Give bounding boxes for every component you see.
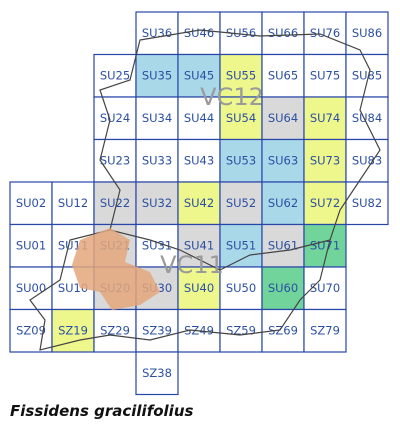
- grid-cell: [261, 11, 305, 56]
- cell-label: SZ69: [268, 323, 298, 337]
- cell-label: SU84: [352, 111, 382, 125]
- grid-cell: [261, 53, 305, 98]
- urban-area: [72, 228, 160, 310]
- cell-label: SU32: [142, 196, 172, 210]
- cell-label: SU34: [142, 111, 172, 125]
- grid-cell: [135, 351, 179, 396]
- cell-label: SU70: [310, 281, 340, 295]
- cell-label: SU85: [352, 68, 382, 82]
- grid-cell: [93, 308, 137, 353]
- cell-label: SZ38: [142, 366, 172, 380]
- cell-label: SU53: [226, 153, 256, 167]
- cell-label: SU12: [58, 196, 88, 210]
- grid-cell: [9, 181, 53, 226]
- grid-cell: [303, 96, 347, 141]
- grid-cell: [177, 96, 221, 141]
- vc-boundary: [109, 229, 331, 271]
- grid-cell: [51, 181, 95, 226]
- cell-label: SU64: [268, 111, 298, 125]
- species-title: Fissidens gracilifolius: [10, 402, 194, 420]
- cell-label: SU40: [184, 281, 214, 295]
- grid-cell: [261, 138, 305, 183]
- cell-label: SU60: [268, 281, 298, 295]
- cell-label: SZ29: [100, 323, 130, 337]
- cell-label: SU82: [352, 196, 382, 210]
- cell-label: SU51: [226, 238, 256, 252]
- cell-label: SU72: [310, 196, 340, 210]
- cell-label: SU01: [16, 238, 46, 252]
- cell-label: SU46: [184, 26, 214, 40]
- cell-label: SZ19: [58, 323, 88, 337]
- cell-label: SU76: [310, 26, 340, 40]
- cell-label: SU71: [310, 238, 340, 252]
- grid-cell: [9, 308, 53, 353]
- cell-label: SU24: [100, 111, 130, 125]
- cell-label: SU65: [268, 68, 298, 82]
- grid-cell: [303, 138, 347, 183]
- grid-cell: [9, 266, 53, 311]
- cell-label: SU00: [16, 281, 46, 295]
- cell-label: SU62: [268, 196, 298, 210]
- grid-cell: [303, 53, 347, 98]
- cell-label: SU74: [310, 111, 340, 125]
- cell-label: SU56: [226, 26, 256, 40]
- cell-label: SU41: [184, 238, 214, 252]
- grid-cell: [345, 138, 389, 183]
- cell-label: SU75: [310, 68, 340, 82]
- cell-label: SU23: [100, 153, 130, 167]
- grid-cell: [135, 11, 179, 56]
- grid-cell: [261, 96, 305, 141]
- grid-cell: [177, 266, 221, 311]
- cell-label: SU02: [16, 196, 46, 210]
- cell-label: SU25: [100, 68, 130, 82]
- cell-label: SU63: [268, 153, 298, 167]
- grid-cell: [93, 181, 137, 226]
- grid-cell: [219, 308, 263, 353]
- grid-cell: [135, 308, 179, 353]
- cell-label: SU50: [226, 281, 256, 295]
- grid-cell: [303, 308, 347, 353]
- cell-label: SU42: [184, 196, 214, 210]
- cell-label: SU22: [100, 196, 130, 210]
- cell-label: SU52: [226, 196, 256, 210]
- cell-label: SZ49: [184, 323, 214, 337]
- cell-label: SU86: [352, 26, 382, 40]
- cell-label: SU31: [142, 238, 172, 252]
- cell-label: SU73: [310, 153, 340, 167]
- cell-label: SU43: [184, 153, 214, 167]
- cell-label: SU83: [352, 153, 382, 167]
- cell-label: SU33: [142, 153, 172, 167]
- region-label: VC12: [200, 83, 264, 111]
- cell-label: SZ79: [310, 323, 340, 337]
- region-label: VC11: [160, 251, 224, 279]
- grid-cell: [345, 181, 389, 226]
- grid-cell: [135, 96, 179, 141]
- grid-cell: [135, 138, 179, 183]
- cell-label: SU45: [184, 68, 214, 82]
- grid-cell: [177, 53, 221, 98]
- grid-cell: [9, 223, 53, 268]
- county-outline: [29, 29, 381, 351]
- cell-label: SZ39: [142, 323, 172, 337]
- cell-label: SU66: [268, 26, 298, 40]
- cell-label: SZ09: [16, 323, 46, 337]
- cell-label: SU44: [184, 111, 214, 125]
- cell-label: SU61: [268, 238, 298, 252]
- cell-label: SU55: [226, 68, 256, 82]
- cell-label: SU35: [142, 68, 172, 82]
- grid-cell: [345, 96, 389, 141]
- cell-label: SU54: [226, 111, 256, 125]
